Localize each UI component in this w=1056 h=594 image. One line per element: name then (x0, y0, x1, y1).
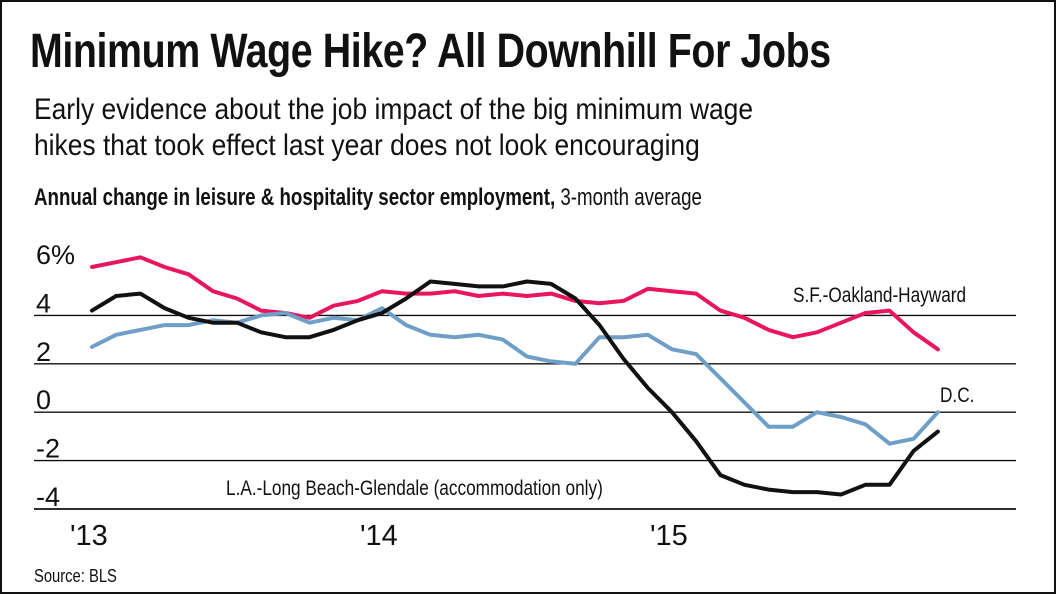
chart-subtitle: Early evidence about the job impact of t… (34, 92, 1002, 164)
subtitle-line-1: Early evidence about the job impact of t… (34, 93, 754, 126)
series-lines (90, 255, 940, 497)
gridlines (34, 314, 1016, 510)
x-tick-label: '15 (650, 520, 688, 552)
series-label-la: L.A.-Long Beach-Glendale (accommodation … (226, 478, 603, 501)
y-tick-label: 2 (36, 337, 51, 367)
y-tick-label: 0 (36, 385, 51, 415)
series-label-dc: D.C. (940, 385, 974, 408)
chart-title: Minimum Wage Hike? All Downhill For Jobs (30, 25, 831, 78)
axis-description-rest: 3-month average (555, 184, 702, 211)
series-labels: S.F.-Oakland-Hayward D.C. L.A.-Long Beach-… (226, 285, 974, 501)
axis-description: Annual change in leisure & hospitality s… (34, 184, 702, 212)
x-tick-label: '14 (360, 520, 398, 552)
axis-description-bold: Annual change in leisure & hospitality s… (34, 184, 556, 211)
series-line-dc (90, 306, 940, 446)
y-tick-label: -4 (36, 482, 60, 512)
series-label-sf: S.F.-Oakland-Hayward (793, 285, 966, 308)
subtitle-line-2: hikes that took effect last year does no… (34, 129, 700, 162)
series-line-sf (90, 255, 940, 352)
x-tick-label: '13 (70, 520, 108, 552)
source-note: Source: BLS (34, 566, 117, 586)
x-tick-labels: '13 '14 '15 (70, 520, 688, 552)
y-tick-label: 4 (36, 288, 51, 318)
y-tick-label: -2 (36, 434, 60, 464)
y-tick-label: 6% (36, 240, 75, 270)
y-tick-labels: 6% 4 2 0 -2 -4 (36, 240, 75, 512)
series-line-la (90, 279, 940, 497)
